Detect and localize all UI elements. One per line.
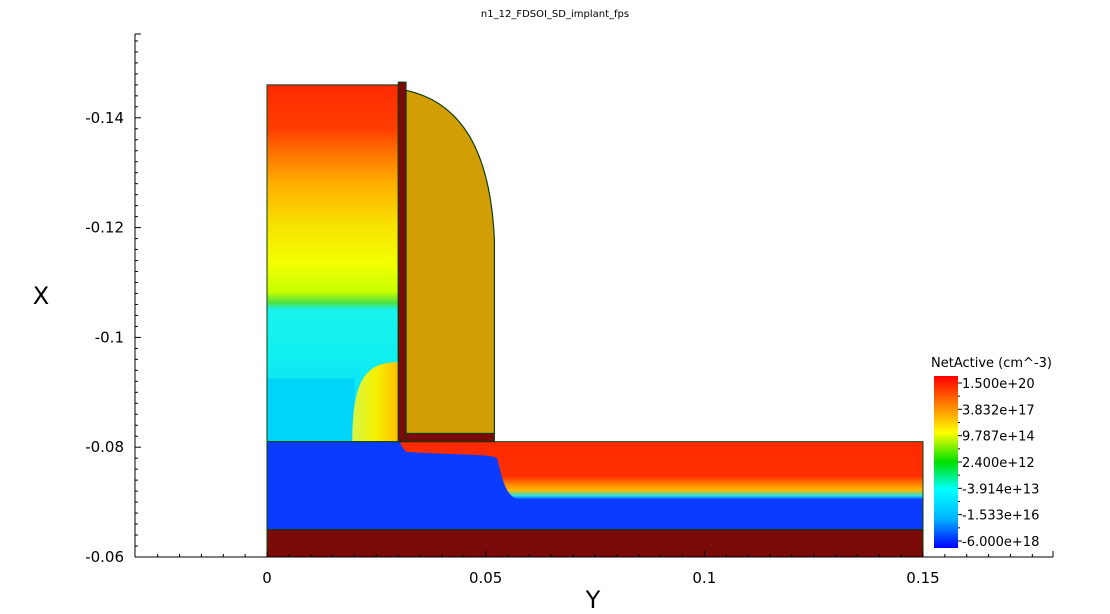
legend-labels: 1.500e+20 3.832e+17 9.787e+14 2.400e+12 -3.9… <box>958 377 1039 550</box>
chart-title: n1_12_FDSOI_SD_implant_fps <box>481 9 629 20</box>
legend-label: -1.533e+16 <box>962 509 1039 524</box>
x-tick-label: 0.1 <box>692 569 716 587</box>
legend-label: -6.000e+18 <box>962 535 1039 550</box>
spacer-foot <box>405 432 495 443</box>
gate-liner <box>397 81 407 443</box>
x-tick-label: 0 <box>262 569 272 587</box>
x-tick-label: 0.05 <box>469 569 502 587</box>
device-regions <box>266 81 924 558</box>
y-tick-label: -0.06 <box>85 548 124 566</box>
y-axis-label: X <box>33 282 49 310</box>
legend-colorbar <box>934 376 958 548</box>
buried-oxide-region <box>266 529 924 558</box>
legend-label: -3.914e+13 <box>962 482 1039 497</box>
y-ticks: -0.14 -0.12 -0.1 -0.08 -0.06 <box>85 40 141 566</box>
gate-pocket <box>352 362 399 442</box>
legend-label: 9.787e+14 <box>962 430 1035 445</box>
legend-label: 1.500e+20 <box>962 377 1035 392</box>
y-tick-label: -0.14 <box>85 109 124 127</box>
legend-label: 3.832e+17 <box>962 403 1035 418</box>
x-axis-label: Y <box>585 586 601 614</box>
y-tick-label: -0.08 <box>85 438 124 456</box>
y-tick-label: -0.1 <box>95 328 124 346</box>
y-tick-label: -0.12 <box>85 219 124 237</box>
source-drain-implant <box>400 441 923 500</box>
x-tick-label: 0.15 <box>906 569 939 587</box>
legend-label: 2.400e+12 <box>962 456 1035 471</box>
gate-lower-band <box>267 378 355 442</box>
legend-title: NetActive (cm^-3) <box>931 356 1052 371</box>
spacer-region <box>405 89 496 435</box>
legend: NetActive (cm^-3) 1.500e+20 3.832e+17 9.78… <box>931 356 1052 550</box>
x-ticks: 0 0.05 0.1 0.15 <box>157 551 1033 587</box>
axes <box>134 33 1054 558</box>
